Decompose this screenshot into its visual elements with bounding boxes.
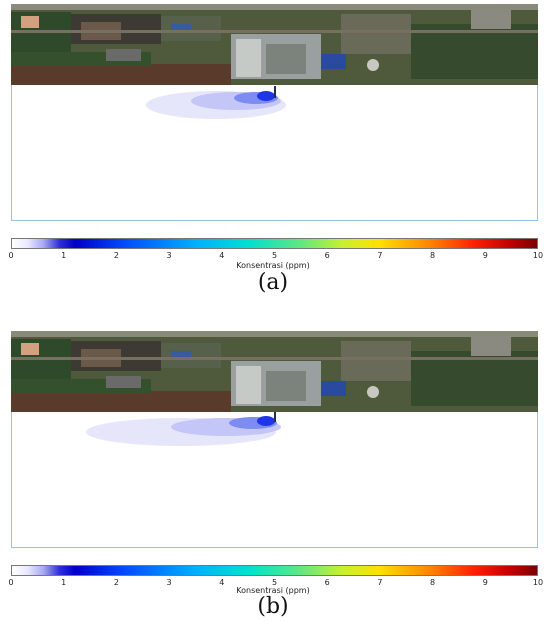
tick-label: 10 bbox=[532, 251, 544, 260]
tick-label: 7 bbox=[377, 251, 383, 260]
tick-label: 1 bbox=[61, 578, 67, 587]
colorbar-label-b: Konsentrasi (ppm) bbox=[236, 586, 310, 595]
aerial-photo-a bbox=[11, 4, 538, 85]
tick-label: 3 bbox=[166, 578, 172, 587]
tick-label: 2 bbox=[113, 251, 119, 260]
colorbar-label-a: Konsentrasi (ppm) bbox=[236, 261, 310, 270]
tick-label: 10 bbox=[532, 578, 544, 587]
colorbar-ticks-b: 0 1 2 3 4 5 6 7 8 9 10 bbox=[8, 578, 543, 590]
tick-label: 6 bbox=[324, 578, 330, 587]
colorbar-a bbox=[11, 238, 538, 249]
caption-b: (b) bbox=[257, 594, 289, 619]
plume-b bbox=[86, 412, 281, 446]
tick-label: 6 bbox=[324, 251, 330, 260]
tick-label: 0 bbox=[8, 578, 14, 587]
colorbar-b bbox=[11, 565, 538, 576]
aerial-photo-b bbox=[11, 331, 538, 412]
map-b bbox=[11, 331, 538, 553]
plume-a bbox=[146, 86, 286, 119]
tick-label: 4 bbox=[219, 251, 225, 260]
tick-label: 9 bbox=[482, 251, 488, 260]
tick-label: 7 bbox=[377, 578, 383, 587]
tick-label: 8 bbox=[430, 251, 436, 260]
tick-label: 2 bbox=[113, 578, 119, 587]
tick-label: 9 bbox=[482, 578, 488, 587]
tick-label: 5 bbox=[271, 251, 278, 260]
caption-a: (a) bbox=[257, 270, 289, 295]
map-a bbox=[11, 4, 538, 226]
tick-label: 5 bbox=[271, 578, 278, 587]
tick-label: 8 bbox=[430, 578, 436, 587]
colorbar-ticks-a: 0 1 2 3 4 5 6 7 8 9 10 bbox=[8, 251, 543, 263]
tick-label: 4 bbox=[219, 578, 225, 587]
tick-label: 1 bbox=[61, 251, 67, 260]
tick-label: 0 bbox=[8, 251, 14, 260]
tick-label: 3 bbox=[166, 251, 172, 260]
